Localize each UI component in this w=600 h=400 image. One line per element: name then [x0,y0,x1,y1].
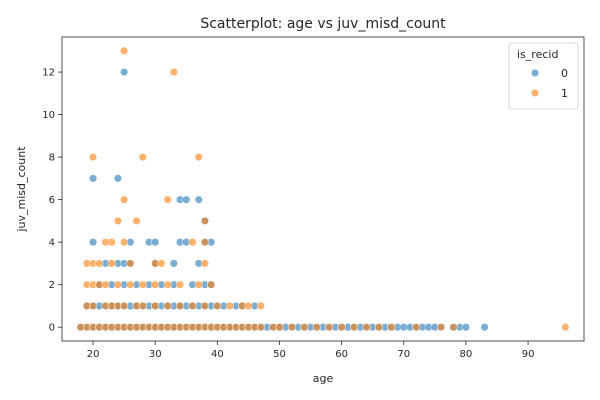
y-tick-label: 8 [49,153,55,164]
scatter-point-series-1 [138,153,147,162]
scatter-point-series-1 [387,323,396,332]
y-tick-label: 0 [49,323,55,334]
scatter-point-series-1 [275,323,284,332]
scatter-point-series-1 [200,301,209,310]
x-axis: 20 30 40 50 60 70 80 90 [87,341,535,360]
scatter-point-series-1 [412,323,421,332]
scatter-point-series-1 [163,301,172,310]
y-tick-label: 10 [42,110,55,121]
scatter-point-series-1 [561,323,570,332]
scatter-point-series-1 [120,301,129,310]
scatter-point-series-1 [138,301,147,310]
scatter-point-series-1 [163,195,172,204]
scatter-point-series-1 [176,301,185,310]
y-axis-label: juv_misd_count [15,146,28,233]
x-tick-label: 50 [273,349,286,360]
legend-marker [530,88,540,98]
scatter-point-series-1 [138,280,147,289]
scatter-point-series-0 [120,68,129,77]
scatter-point-series-1 [95,259,104,268]
y-tick-label: 6 [49,195,55,206]
scatter-point-series-1 [132,216,141,225]
scatter-point-series-1 [337,323,346,332]
scatter-point-series-0 [113,174,122,183]
y-tick-label: 12 [42,68,55,79]
scatter-point-series-1 [194,153,203,162]
chart-title: Scatterplot: age vs juv_misd_count [200,16,446,32]
x-tick-label: 40 [211,349,224,360]
scatter-point-series-1 [101,280,110,289]
x-tick-label: 30 [149,349,162,360]
scatter-point-series-1 [287,323,296,332]
scatter-point-series-1 [113,280,122,289]
legend-label: 0 [561,67,568,80]
scatter-point-series-1 [107,259,116,268]
scatter-point-series-1 [120,46,129,55]
scatter-point-series-1 [256,301,265,310]
legend: is_recid 01 [508,42,579,110]
axes-frame [61,36,585,342]
scatter-point-series-1 [120,238,129,247]
x-tick-label: 80 [460,349,473,360]
scatter-point-series-1 [176,280,185,289]
legend-items: 01 [530,67,568,100]
scatter-point-series-1 [225,301,234,310]
x-tick-label: 90 [522,349,535,360]
scatter-point-series-1 [89,153,98,162]
scatter-point-series-1 [325,323,334,332]
scatter-point-series-1 [188,238,197,247]
scatter-point-series-1 [244,301,253,310]
scatter-point-series-0 [151,238,160,247]
scatter-point-series-1 [350,323,359,332]
scatter-point-series-1 [200,216,209,225]
legend-title: is_recid [517,48,558,61]
scatter-point-series-1 [449,323,458,332]
scatter-point-series-1 [362,323,371,332]
scatter-point-series-1 [437,323,446,332]
scatter-point-series-1 [200,238,209,247]
x-tick-label: 20 [87,349,100,360]
x-axis-label: age [313,372,334,385]
y-tick-label: 2 [49,280,55,291]
scatter-point-series-1 [126,280,135,289]
scatter-point-series-1 [312,323,321,332]
scatter-point-series-1 [126,259,135,268]
y-axis: 0 2 4 6 8 10 12 [42,68,62,334]
scatter-point-series-0 [182,195,191,204]
scatter-point-series-1 [120,195,129,204]
legend-marker [530,68,540,78]
scatter-point-series-0 [89,174,98,183]
scatter-point-series-1 [113,216,122,225]
scatter-point-series-0 [89,238,98,247]
scatter-point-series-0 [194,195,203,204]
scatter-point-series-1 [374,323,383,332]
scatter-point-series-0 [461,323,470,332]
scatter-point-series-1 [194,280,203,289]
scatter-point-series-1 [207,280,216,289]
x-tick-label: 70 [397,349,410,360]
scatter-point-series-0 [169,259,178,268]
scatter-point-series-1 [213,301,222,310]
scatter-point-series-1 [89,301,98,310]
y-tick-label: 4 [49,238,55,249]
scatter-point-series-1 [300,323,309,332]
points-layer [76,46,570,332]
scatter-point-series-1 [151,301,160,310]
scatter-point-series-1 [151,280,160,289]
scatter-point-series-1 [256,323,265,332]
scatter-point-series-1 [188,301,197,310]
scatter-point-series-1 [163,280,172,289]
scatter-point-series-1 [200,259,209,268]
scatter-point-series-1 [157,259,166,268]
scatter-point-series-1 [101,238,110,247]
scatter-point-series-0 [480,323,489,332]
scatter-point-series-1 [169,68,178,77]
legend-label: 1 [561,87,568,100]
x-tick-label: 60 [335,349,348,360]
legend-box [508,42,579,110]
